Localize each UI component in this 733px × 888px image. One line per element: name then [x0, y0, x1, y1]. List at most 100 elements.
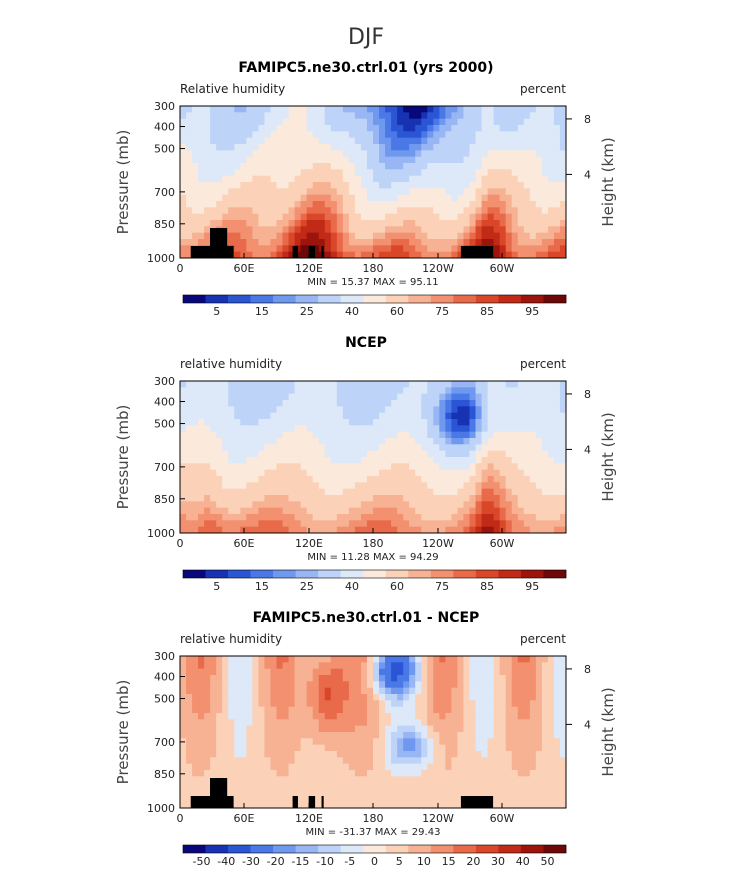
heatmap-cell — [391, 706, 398, 714]
heatmap-cell — [192, 713, 199, 720]
heatmap-cell — [385, 495, 392, 502]
heatmap-cell — [511, 751, 519, 758]
heatmap-cell — [192, 700, 199, 708]
heatmap-cell — [499, 118, 507, 126]
heatmap-cell — [547, 719, 555, 727]
heatmap-cell — [276, 156, 284, 164]
heatmap-cell — [445, 668, 452, 676]
heatmap-cell — [180, 425, 187, 433]
heatmap-cell — [511, 431, 519, 439]
heatmap-cell — [529, 106, 537, 113]
heatmap-cell — [270, 482, 277, 490]
heatmap-cell — [288, 457, 296, 464]
heatmap-cell — [481, 507, 489, 515]
heatmap-cell — [487, 507, 495, 515]
heatmap-cell — [403, 713, 410, 720]
heatmap-cell — [469, 656, 477, 663]
heatmap-cell — [499, 751, 507, 758]
heatmap-cell — [433, 681, 440, 689]
heatmap-cell — [324, 789, 332, 796]
heatmap-cell — [403, 144, 410, 151]
heatmap-cell — [312, 239, 320, 246]
heatmap-cell — [499, 450, 507, 458]
heatmap-cell — [240, 757, 247, 765]
heatmap-cell — [493, 668, 501, 676]
heatmap-cell — [294, 526, 302, 534]
heatmap-cell — [342, 732, 350, 739]
heatmap-cell — [427, 469, 434, 477]
heatmap-cell — [499, 725, 507, 733]
heatmap-cell — [433, 412, 440, 420]
heatmap-cell — [421, 156, 428, 164]
heatmap-cell — [403, 662, 410, 670]
heatmap-cell — [427, 112, 434, 120]
heatmap-cell — [360, 201, 368, 208]
heatmap-cell — [240, 393, 247, 401]
heatmap-cell — [487, 188, 495, 196]
heatmap-cell — [330, 782, 338, 790]
heatmap-cell — [415, 438, 422, 445]
heatmap-cell — [360, 156, 368, 164]
heatmap-cell — [294, 463, 302, 471]
heatmap-cell — [373, 668, 380, 676]
heatmap-cell — [457, 144, 464, 151]
heatmap-cell — [228, 668, 235, 676]
heatmap-cell — [180, 675, 187, 682]
heatmap-cell — [318, 719, 326, 727]
heatmap-cell — [409, 156, 416, 164]
heatmap-cell — [475, 507, 483, 515]
heatmap-cell — [348, 687, 356, 695]
heatmap-cell — [252, 112, 259, 120]
heatmap-cell — [481, 725, 489, 733]
heatmap-cell — [511, 770, 519, 777]
heatmap-cell — [246, 776, 253, 784]
heatmap-cell — [366, 694, 374, 701]
heatmap-cell — [433, 526, 440, 534]
heatmap-cell — [276, 118, 284, 126]
heatmap-cell — [264, 501, 271, 509]
heatmap-cell — [373, 526, 380, 534]
heatmap-cell — [451, 393, 458, 401]
heatmap-cell — [445, 188, 452, 196]
heatmap-cell — [252, 232, 259, 240]
heatmap-cell — [547, 476, 555, 483]
heatmap-cell — [252, 463, 259, 471]
heatmap-cell — [204, 725, 211, 733]
heatmap-cell — [451, 163, 458, 170]
heatmap-cell — [427, 131, 434, 139]
heatmap-cell — [457, 681, 464, 689]
heatmap-cell — [300, 801, 308, 809]
heatmap-cell — [336, 656, 344, 663]
heatmap-cell — [306, 687, 314, 695]
heatmap-cell — [354, 514, 362, 521]
heatmap-cell — [457, 400, 464, 407]
heatmap-cell — [270, 507, 277, 515]
heatmap-cell — [366, 476, 374, 483]
heatmap-cell — [348, 419, 356, 426]
heatmap-cell — [264, 144, 271, 151]
heatmap-cell — [541, 232, 549, 240]
heatmap-cell — [240, 220, 247, 227]
heatmap-cell — [228, 662, 235, 670]
heatmap-cell — [469, 156, 477, 164]
heatmap-cell — [559, 744, 567, 752]
colorbar-label: 75 — [435, 305, 449, 318]
heatmap-cell — [366, 400, 374, 407]
heatmap-cell — [336, 526, 344, 534]
heatmap-cell — [312, 738, 320, 746]
heatmap-cell — [559, 706, 567, 714]
heatmap-cell — [216, 144, 223, 151]
heatmap-cell — [409, 725, 416, 733]
heatmap-cell — [354, 169, 362, 177]
heatmap-cell — [270, 719, 277, 727]
heatmap-cell — [258, 387, 265, 395]
heatmap-cell — [234, 713, 241, 720]
heatmap-cell — [463, 495, 470, 502]
heatmap-cell — [523, 245, 531, 253]
heatmap-cell — [228, 763, 235, 771]
heatmap-cell — [264, 738, 271, 746]
heatmap-cell — [342, 106, 350, 113]
heatmap-cell — [433, 751, 440, 758]
heatmap-cell — [198, 770, 205, 777]
heatmap-cell — [336, 232, 344, 240]
